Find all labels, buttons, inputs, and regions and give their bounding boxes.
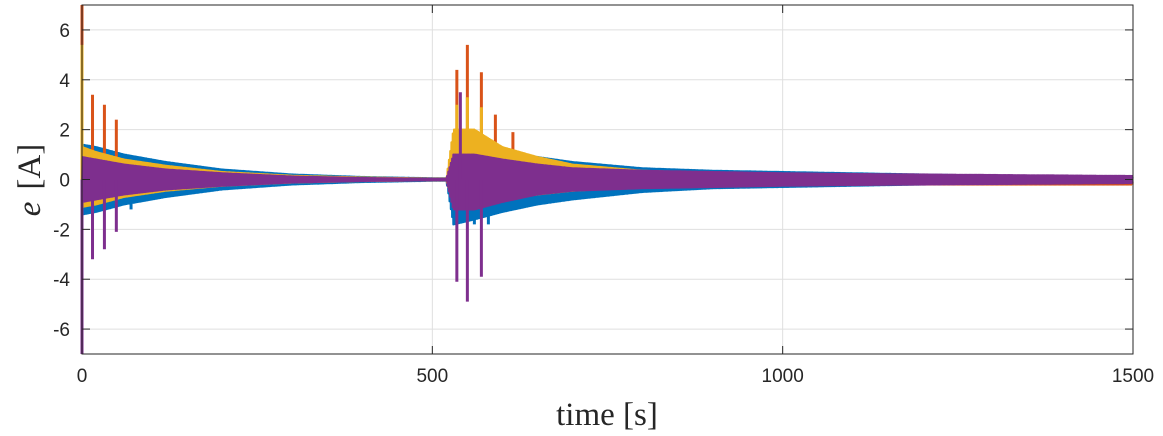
y-tick-label: 0: [59, 171, 70, 192]
y-axis-label-symbol: e: [12, 202, 48, 217]
y-axis-label: e [A]: [12, 144, 48, 216]
y-tick-label: -2: [53, 220, 70, 241]
x-tick-label: 1500: [1112, 366, 1154, 387]
x-axis-label: time [s]: [556, 397, 658, 433]
y-axis-label-unit: [A]: [12, 144, 48, 190]
x-tick-label: 1000: [762, 366, 804, 387]
ticks: 0 500 1000 1500 -6 -4 -2 0 2 4 6: [53, 5, 1154, 387]
y-tick-label: 6: [59, 21, 70, 42]
x-tick-label: 500: [416, 366, 448, 387]
series-path: [80, 153, 1134, 211]
y-tick-label: 2: [59, 121, 70, 142]
x-tick-label: 0: [77, 366, 88, 387]
y-tick-label: 4: [59, 71, 70, 92]
svg-text:e [A]: e [A]: [12, 144, 48, 216]
series-line: [80, 92, 1134, 354]
y-tick-label: -6: [53, 320, 70, 341]
y-tick-label: -4: [53, 270, 70, 291]
